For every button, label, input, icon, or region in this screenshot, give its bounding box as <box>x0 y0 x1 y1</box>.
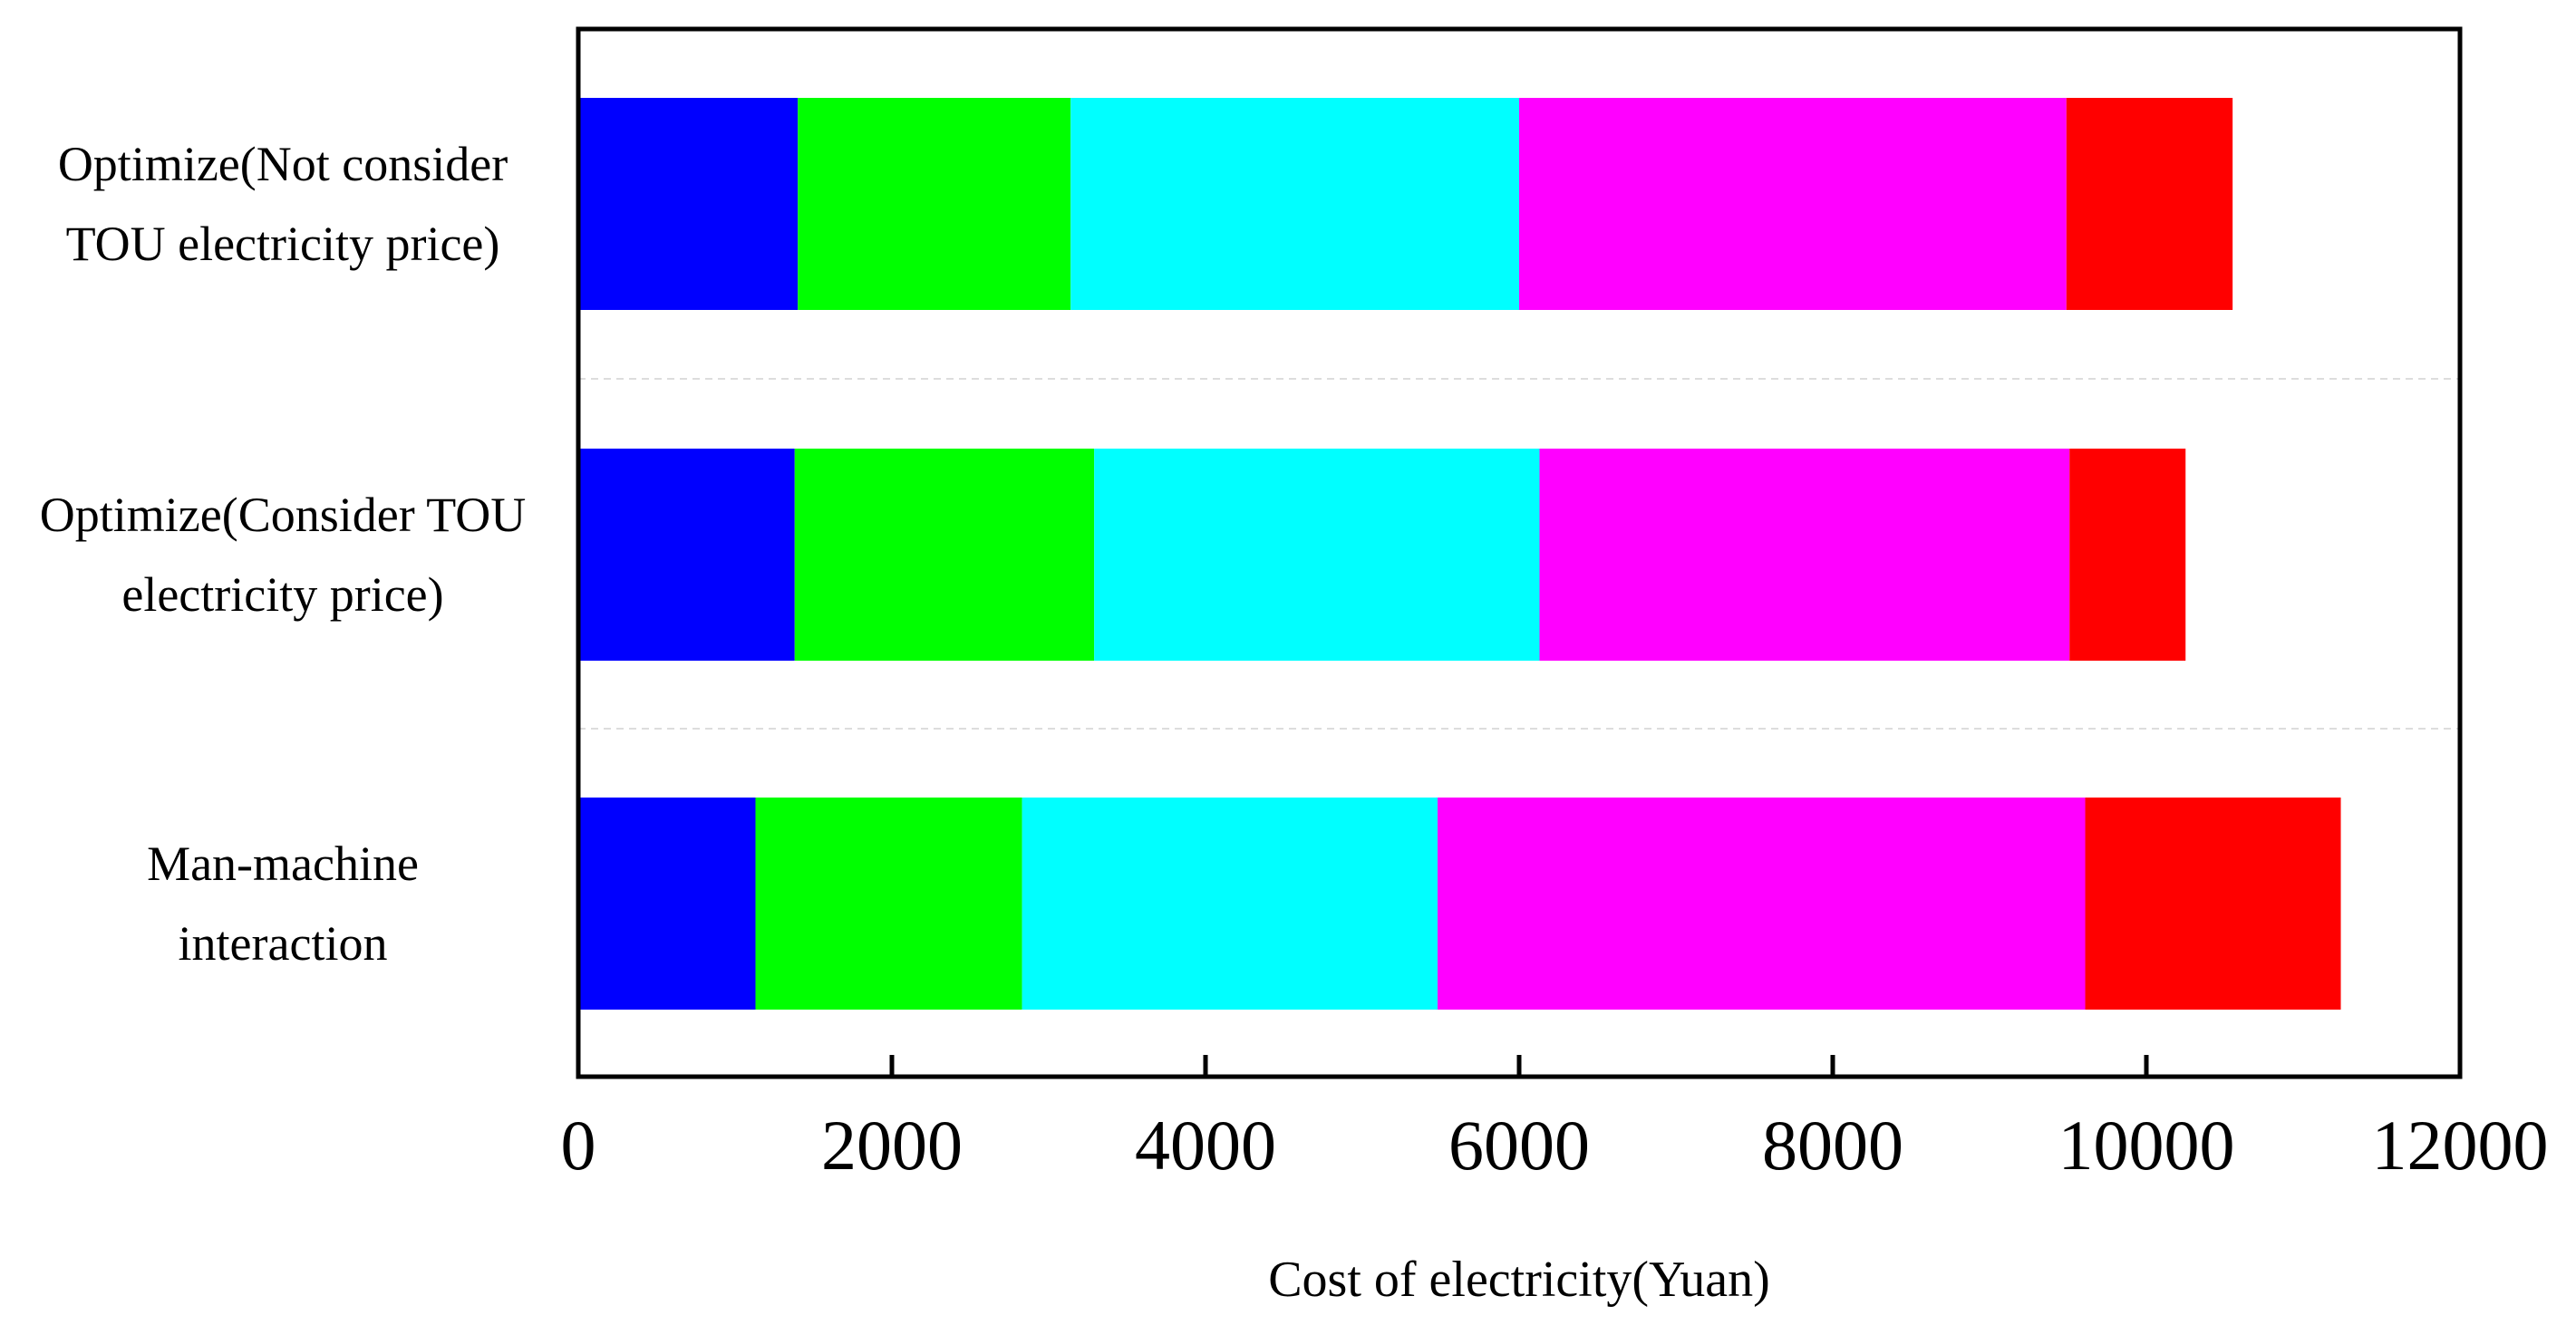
x-tick-label: 4000 <box>1135 1106 1276 1185</box>
category-label-3-line-1: Man-machine <box>147 837 419 891</box>
bar-segment-3-category-1 <box>1070 98 1519 310</box>
category-label-1-line-2: TOU electricity price) <box>66 217 500 271</box>
x-tick-label: 2000 <box>821 1106 963 1185</box>
category-label-3-line-2: interaction <box>179 916 388 971</box>
x-ticks: 0 2000 4000 6000 8000 10000 12000 <box>561 1055 2549 1185</box>
bars-layer <box>578 98 2341 1010</box>
bar-segment-2-category-1 <box>798 98 1071 310</box>
bar-segment-1-category-2 <box>578 449 795 661</box>
bar-segment-4-category-1 <box>1519 98 2067 310</box>
bar-segment-4-category-3 <box>1438 798 2086 1010</box>
category-label-2-line-1: Optimize(Consider TOU <box>40 488 526 542</box>
bar-segment-2-category-3 <box>755 798 1022 1010</box>
bar-segment-5-category-2 <box>2069 449 2186 661</box>
x-tick-label: 6000 <box>1448 1106 1590 1185</box>
x-axis-title: Cost of electricity(Yuan) <box>1268 1252 1770 1308</box>
x-tick-label: 10000 <box>2058 1106 2235 1185</box>
bar-segment-3-category-2 <box>1094 449 1540 661</box>
bar-segment-1-category-3 <box>578 798 756 1010</box>
x-tick-label: 12000 <box>2372 1106 2549 1185</box>
bar-segment-1-category-1 <box>578 98 799 310</box>
bar-segment-4-category-2 <box>1539 449 2070 661</box>
bar-segment-3-category-3 <box>1022 798 1438 1010</box>
bar-segment-5-category-3 <box>2085 798 2341 1010</box>
category-label-2-line-2: electricity price) <box>121 567 443 622</box>
x-tick-label: 0 <box>561 1106 596 1185</box>
grid-layer <box>578 378 2460 730</box>
bar-segment-5-category-1 <box>2066 98 2233 310</box>
x-tick-label: 8000 <box>1762 1106 1903 1185</box>
y-category-labels: Optimize(Not consider TOU electricity pri… <box>40 137 526 971</box>
bar-segment-2-category-2 <box>794 449 1095 661</box>
category-label-1-line-1: Optimize(Not consider <box>58 137 508 191</box>
